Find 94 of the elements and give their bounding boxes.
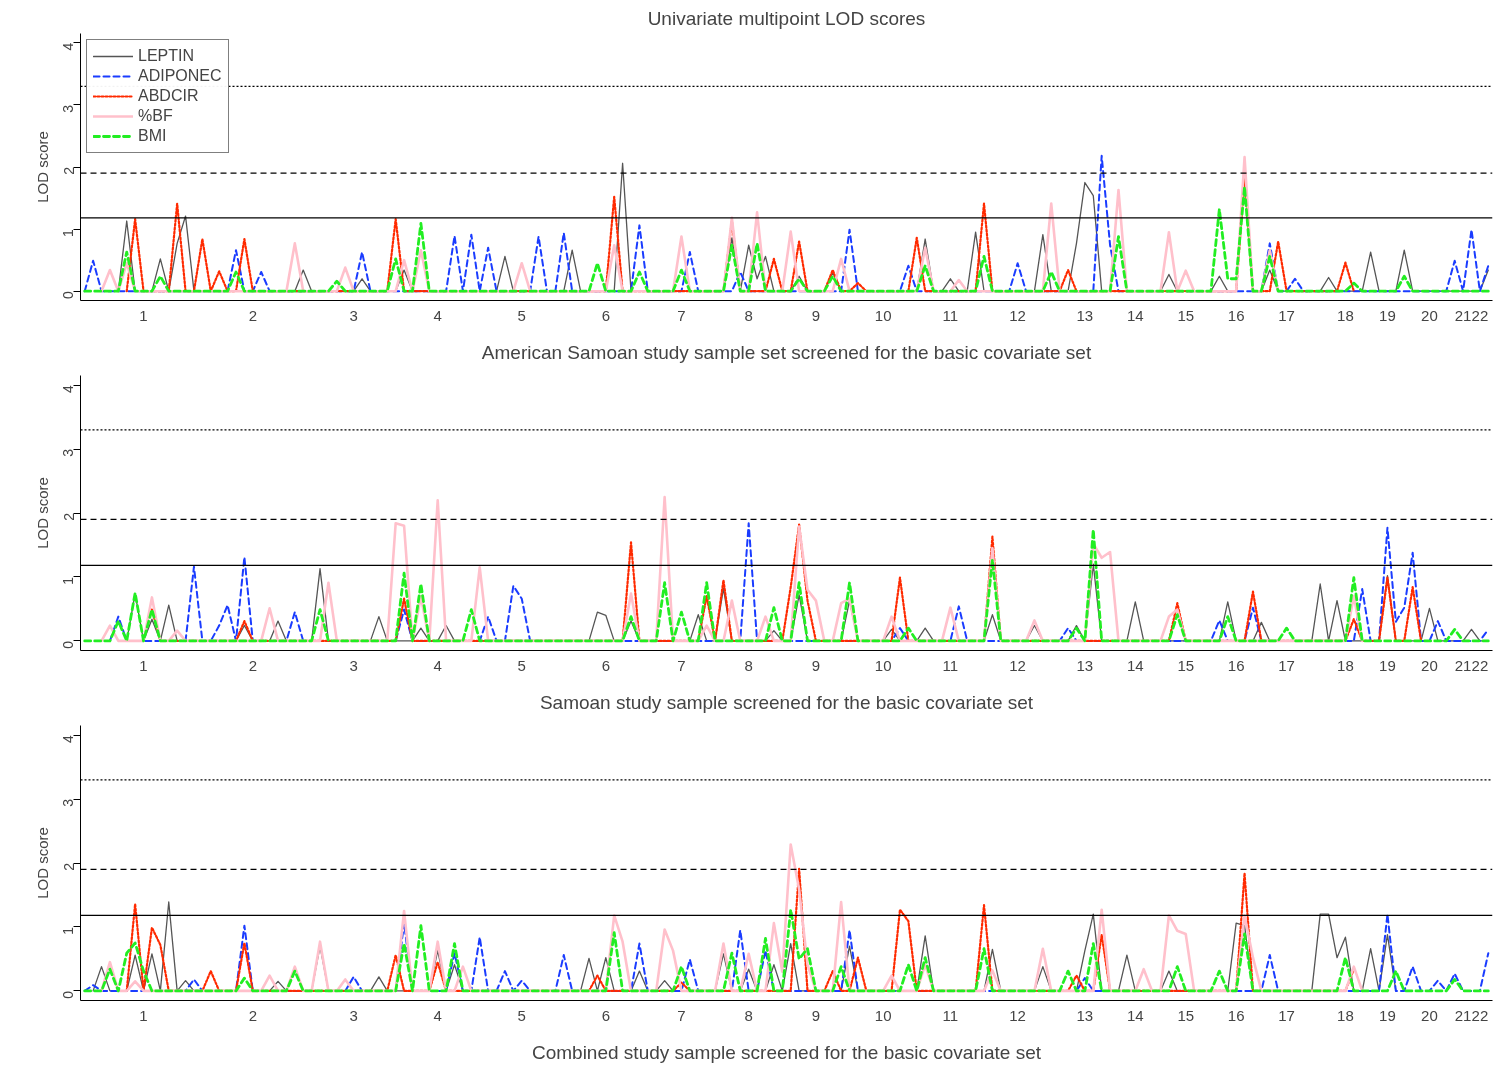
x-tick-label: 6 — [601, 656, 610, 674]
x-axis-title: Combined study sample screened for the basic covariate set — [531, 1041, 1042, 1063]
y-tick-label: 3 — [60, 448, 77, 457]
x-tick-label: 16 — [1227, 656, 1245, 674]
y-tick-label: 0 — [60, 990, 77, 999]
x-tick-label: 12 — [1009, 656, 1026, 674]
x-tick-label: 22 — [1471, 656, 1489, 674]
x-tick-label: 10 — [874, 656, 892, 674]
x-tick-label: 11 — [942, 1006, 959, 1024]
x-axis-title: Samoan study sample screened for the basic covariate set — [539, 691, 1034, 713]
y-tick-label: 3 — [60, 104, 77, 113]
y-tick-label: 1 — [60, 228, 77, 237]
x-tick-label: 13 — [1076, 306, 1094, 324]
x-tick-label: 1 — [139, 1006, 148, 1024]
x-tick-label: 9 — [811, 306, 821, 324]
x-tick-label: 12 — [1009, 1006, 1026, 1024]
x-tick-label: 10 — [874, 306, 892, 324]
x-tick-label: 13 — [1076, 1006, 1094, 1024]
x-tick-label: 5 — [517, 1006, 526, 1024]
legend-label: ABDCIR — [138, 87, 199, 105]
y-tick-label: 4 — [60, 384, 77, 393]
x-tick-label: 2 — [248, 656, 257, 674]
y-axis-title: LOD score — [33, 131, 51, 203]
y-tick-label: 2 — [60, 862, 77, 871]
x-tick-label: 20 — [1421, 656, 1438, 674]
x-tick-label: 7 — [677, 306, 686, 324]
x-tick-label: 5 — [517, 306, 526, 324]
y-tick-label: 2 — [60, 166, 77, 175]
chart-title: Univariate multipoint LOD scores — [647, 7, 926, 29]
x-tick-label: 4 — [433, 306, 442, 324]
line-series — [83, 185, 1490, 293]
x-tick-label: 8 — [744, 656, 753, 674]
x-tick-label: 8 — [744, 1006, 753, 1024]
x-tick-label: 20 — [1421, 306, 1438, 324]
x-axis-title: American Samoan study sample set screened for the basic covariate set — [481, 341, 1092, 363]
legend-label: ADIPONEC — [138, 67, 222, 85]
x-tick-label: 4 — [433, 656, 442, 674]
x-tick-label: 19 — [1379, 656, 1396, 674]
x-tick-label: 7 — [677, 1006, 686, 1024]
x-tick-label: 1 — [139, 306, 148, 324]
x-tick-label: 3 — [349, 656, 358, 674]
x-tick-label: 3 — [349, 1006, 358, 1024]
y-tick-label: 1 — [60, 926, 77, 935]
x-tick-label: 21 — [1454, 656, 1472, 674]
x-tick-label: 9 — [811, 1006, 821, 1024]
x-tick-label: 15 — [1177, 656, 1195, 674]
legend-label: LEPTIN — [138, 47, 195, 65]
x-tick-label: 18 — [1337, 306, 1354, 324]
legend-label: BMI — [138, 127, 167, 145]
x-tick-label: 7 — [677, 656, 686, 674]
y-tick-label: 4 — [60, 734, 77, 743]
x-tick-label: 19 — [1379, 306, 1396, 324]
x-tick-label: 16 — [1227, 306, 1245, 324]
y-tick-label: 0 — [60, 640, 77, 649]
x-tick-label: 3 — [349, 306, 358, 324]
x-tick-label: 14 — [1126, 656, 1144, 674]
x-tick-label: 2 — [248, 1006, 257, 1024]
x-tick-label: 4 — [433, 1006, 442, 1024]
x-tick-label: 14 — [1126, 306, 1144, 324]
x-tick-label: 19 — [1379, 1006, 1396, 1024]
y-tick-label: 2 — [60, 512, 77, 521]
x-tick-label: 15 — [1177, 306, 1195, 324]
legend-label: %BF — [138, 107, 173, 125]
x-tick-label: 5 — [517, 656, 526, 674]
x-tick-label: 13 — [1076, 656, 1094, 674]
x-tick-label: 20 — [1421, 1006, 1438, 1024]
x-tick-label: 17 — [1278, 1006, 1295, 1024]
y-tick-label: 3 — [60, 798, 77, 807]
x-tick-label: 22 — [1471, 1006, 1489, 1024]
x-tick-label: 15 — [1177, 1006, 1195, 1024]
x-tick-label: 21 — [1454, 306, 1472, 324]
x-tick-label: 2 — [248, 306, 257, 324]
y-tick-label: 1 — [60, 576, 77, 585]
x-tick-label: 22 — [1471, 306, 1489, 324]
x-tick-label: 8 — [744, 306, 753, 324]
x-tick-label: 1 — [139, 656, 148, 674]
x-tick-label: 18 — [1337, 656, 1354, 674]
x-tick-label: 6 — [601, 306, 610, 324]
y-axis-title: LOD score — [33, 477, 51, 549]
x-tick-label: 14 — [1126, 1006, 1144, 1024]
x-tick-label: 11 — [942, 656, 959, 674]
x-tick-label: 16 — [1227, 1006, 1245, 1024]
x-tick-label: 10 — [874, 1006, 892, 1024]
x-tick-label: 6 — [601, 1006, 610, 1024]
x-tick-label: 21 — [1454, 1006, 1472, 1024]
x-tick-label: 18 — [1337, 1006, 1354, 1024]
x-tick-label: 11 — [942, 306, 959, 324]
x-tick-label: 9 — [811, 656, 821, 674]
x-tick-label: 17 — [1278, 306, 1295, 324]
x-tick-label: 17 — [1278, 656, 1295, 674]
y-tick-label: 4 — [60, 42, 77, 51]
y-axis-title: LOD score — [33, 827, 51, 899]
x-tick-label: 12 — [1009, 306, 1026, 324]
y-tick-label: 0 — [60, 290, 77, 299]
